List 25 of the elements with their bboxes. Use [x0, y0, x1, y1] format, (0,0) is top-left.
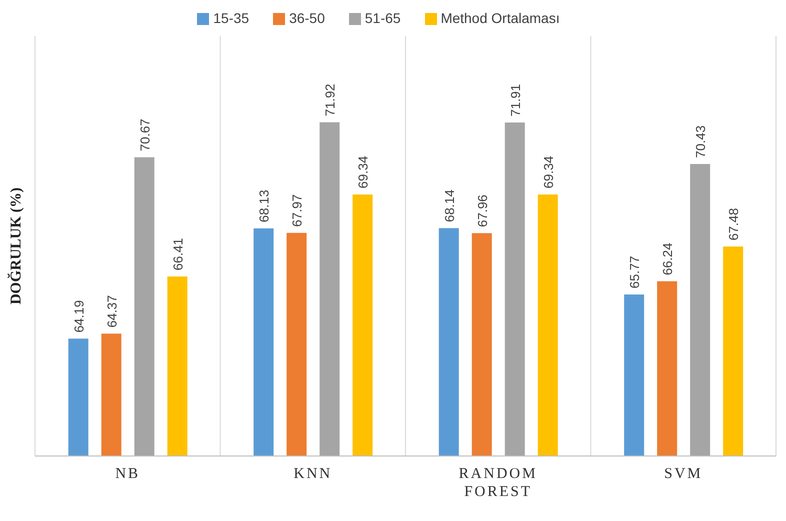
data-label: 65.77	[627, 256, 642, 288]
x-tick-label: KNN	[294, 466, 332, 482]
data-label: 70.43	[693, 125, 708, 158]
data-label: 68.14	[442, 190, 457, 222]
data-label: 67.48	[726, 208, 742, 241]
data-label: 71.92	[322, 84, 338, 116]
data-label: 64.19	[71, 300, 86, 333]
data-label: 66.24	[660, 242, 676, 276]
data-label: 64.37	[104, 295, 120, 328]
legend-label: Method Ortalaması	[440, 10, 560, 26]
legend-label: 51-65	[364, 10, 401, 26]
x-tick-label: NB	[115, 466, 140, 482]
y-axis-title: DOĞRULUK (%)	[6, 187, 24, 305]
x-tick-label: SVM	[664, 466, 703, 482]
data-label: 70.67	[137, 118, 152, 152]
data-label: 69.34	[356, 156, 371, 188]
data-label: 68.13	[256, 190, 272, 222]
data-label: 66.41	[170, 238, 186, 271]
data-label: 67.97	[290, 194, 305, 227]
data-label: 67.96	[474, 194, 490, 228]
legend-label: 15-35	[213, 10, 250, 26]
data-label: 69.34	[540, 156, 556, 188]
data-label: 71.91	[508, 84, 523, 117]
legend-label: 36-50	[289, 10, 325, 26]
x-tick-label: RANDOM FOREST	[458, 466, 538, 500]
